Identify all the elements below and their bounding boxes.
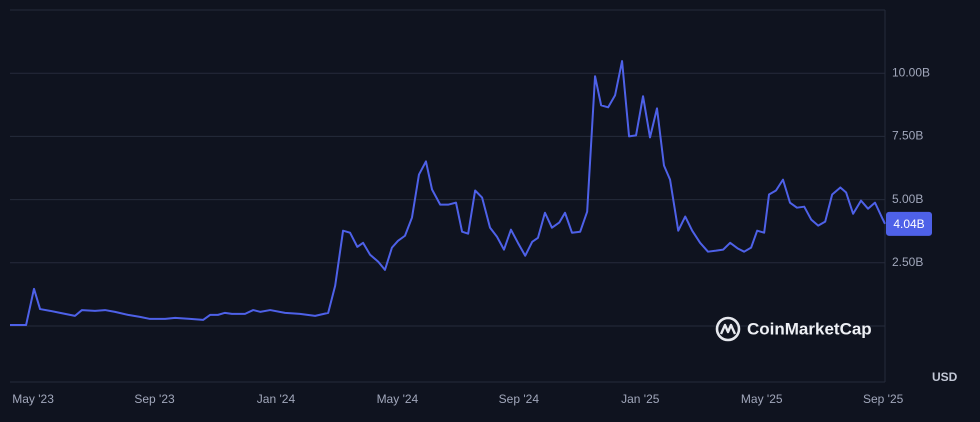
x-tick-label: May '23 — [12, 392, 54, 406]
watermark-logo-mark — [719, 323, 737, 335]
last-value-badge — [886, 211, 932, 236]
last-value-label: 4.04B — [893, 217, 924, 231]
x-tick-label: May '24 — [377, 392, 419, 406]
x-tick-label: May '25 — [741, 392, 783, 406]
x-tick-label: Sep '23 — [134, 392, 175, 406]
y-tick-label: 2.50B — [892, 255, 923, 269]
y-tick-label: 10.00B — [892, 65, 930, 79]
watermark: CoinMarketCap — [715, 316, 872, 342]
x-tick-label: Jan '25 — [621, 392, 660, 406]
x-tick-label: Sep '24 — [499, 392, 540, 406]
y-tick-label: 7.50B — [892, 129, 923, 143]
watermark-text: CoinMarketCap — [747, 319, 872, 338]
x-tick-label: Jan '24 — [257, 392, 296, 406]
currency-label: USD — [932, 370, 958, 384]
y-tick-label: 5.00B — [892, 192, 923, 206]
watermark-logo — [715, 316, 741, 342]
price-line — [10, 60, 886, 326]
x-tick-label: Sep '25 — [863, 392, 904, 406]
